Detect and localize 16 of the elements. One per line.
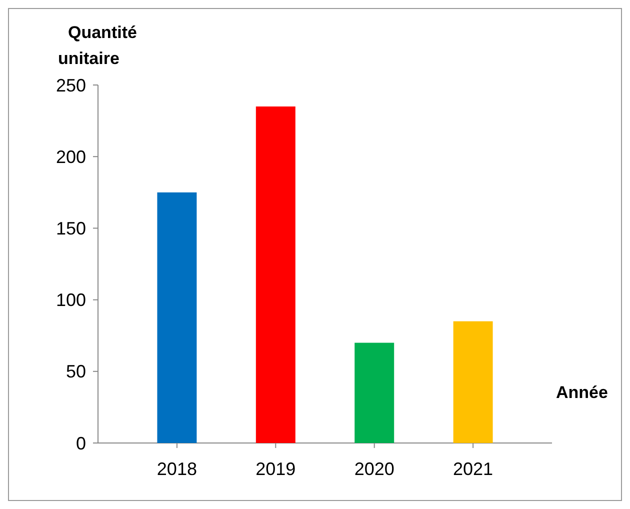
bar bbox=[256, 106, 296, 443]
y-tick-label: 0 bbox=[76, 433, 86, 454]
y-tick-label: 200 bbox=[56, 146, 86, 167]
x-tick-label: 2018 bbox=[156, 459, 197, 479]
y-axis-title: Quantité unitaire bbox=[58, 23, 137, 68]
x-tick-label: 2021 bbox=[453, 459, 494, 479]
y-tick-label: 50 bbox=[66, 362, 86, 382]
x-tick-label: 2020 bbox=[354, 459, 394, 479]
bar bbox=[453, 321, 493, 443]
x-axis-title: Année bbox=[556, 383, 608, 402]
y-tick-label: 150 bbox=[56, 218, 86, 238]
bar bbox=[157, 192, 197, 443]
y-tick-label: 100 bbox=[56, 290, 86, 310]
x-tick-label: 2019 bbox=[256, 459, 296, 479]
y-tick-label: 250 bbox=[56, 75, 86, 96]
bar bbox=[354, 342, 394, 443]
